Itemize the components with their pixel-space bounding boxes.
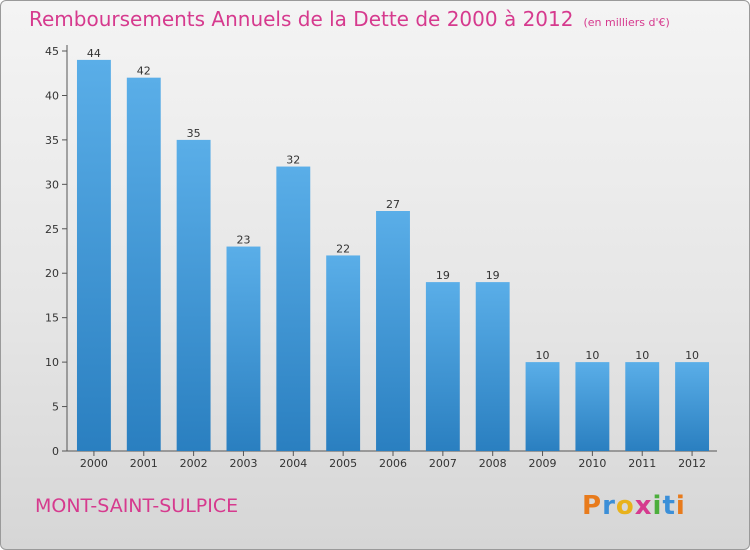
bar xyxy=(126,77,161,452)
bar xyxy=(326,255,361,451)
commune-name: MONT-SAINT-SULPICE xyxy=(35,495,239,517)
chart-title: Remboursements Annuels de la Dette de 20… xyxy=(29,7,574,31)
x-tick-label: 2004 xyxy=(279,457,307,470)
logo-letter: r xyxy=(602,491,616,521)
logo-letter: o xyxy=(615,491,635,521)
x-tick-label: 2012 xyxy=(678,457,706,470)
x-tick-label: 2011 xyxy=(628,457,656,470)
bar-value-label: 32 xyxy=(286,154,300,167)
x-tick-label: 2003 xyxy=(229,457,257,470)
chart-subtitle: (en milliers d'€) xyxy=(583,16,670,29)
y-tick-label: 35 xyxy=(45,134,59,147)
y-tick-label: 20 xyxy=(45,267,59,280)
x-tick-label: 2007 xyxy=(429,457,457,470)
bar-value-label: 23 xyxy=(236,234,250,247)
x-tick-label: 2009 xyxy=(529,457,557,470)
y-tick-label: 15 xyxy=(45,312,59,325)
bar-value-label: 19 xyxy=(436,269,450,282)
y-tick-label: 5 xyxy=(52,401,59,414)
bar xyxy=(176,139,211,451)
y-tick-label: 30 xyxy=(45,178,59,191)
y-tick-label: 45 xyxy=(45,45,59,58)
bar xyxy=(625,362,660,451)
x-tick-label: 2010 xyxy=(578,457,606,470)
bar-value-label: 44 xyxy=(87,47,101,60)
proxiti-logo: Proxiti xyxy=(582,491,686,521)
logo-letter: i xyxy=(652,491,663,521)
bar-value-label: 10 xyxy=(685,349,699,362)
logo-letter: t xyxy=(662,491,676,521)
x-tick-label: 2001 xyxy=(130,457,158,470)
bar xyxy=(425,282,460,451)
bar-value-label: 19 xyxy=(486,269,500,282)
bar-value-label: 10 xyxy=(635,349,649,362)
x-tick-label: 2002 xyxy=(180,457,208,470)
x-tick-label: 2005 xyxy=(329,457,357,470)
bar-value-label: 10 xyxy=(536,349,550,362)
bar xyxy=(76,59,111,452)
y-tick-label: 10 xyxy=(45,356,59,369)
bar xyxy=(575,362,610,451)
x-tick-label: 2006 xyxy=(379,457,407,470)
logo-letter: i xyxy=(675,491,686,521)
bar-value-label: 27 xyxy=(386,198,400,211)
y-tick-label: 40 xyxy=(45,89,59,102)
bar-value-label: 35 xyxy=(187,127,201,140)
bar xyxy=(475,282,510,451)
bar-value-label: 10 xyxy=(585,349,599,362)
bar xyxy=(376,211,410,451)
bar-value-label: 22 xyxy=(336,242,350,255)
bar xyxy=(525,362,560,451)
logo-letter: P xyxy=(582,491,603,521)
y-tick-label: 0 xyxy=(52,445,59,458)
x-tick-label: 2008 xyxy=(479,457,507,470)
logo-letter: x xyxy=(634,491,653,521)
bar xyxy=(226,246,261,451)
bar xyxy=(675,362,710,451)
chart-title-area: Remboursements Annuels de la Dette de 20… xyxy=(29,7,670,31)
x-tick-label: 2000 xyxy=(80,457,108,470)
bar xyxy=(276,166,311,452)
bar-value-label: 42 xyxy=(137,65,151,78)
y-tick-label: 25 xyxy=(45,223,59,236)
